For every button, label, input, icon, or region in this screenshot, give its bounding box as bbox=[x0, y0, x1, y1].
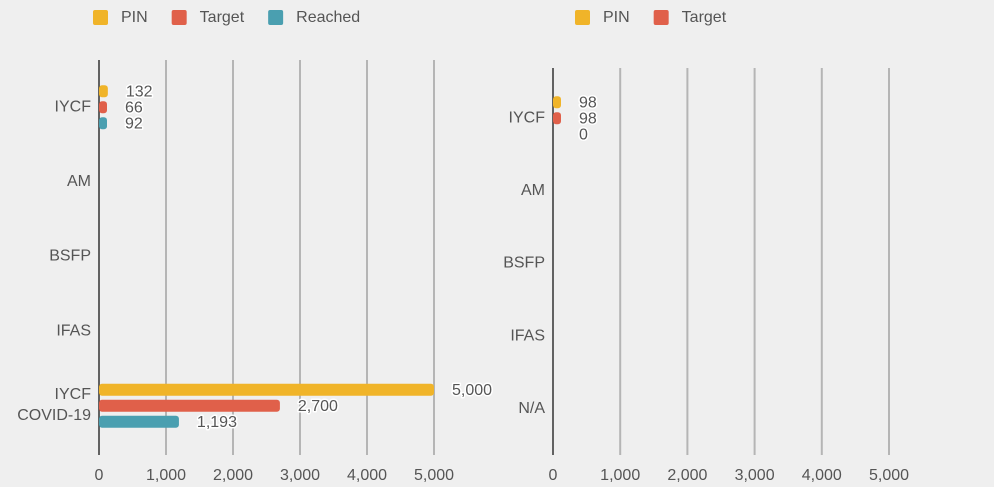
legend-swatch bbox=[93, 10, 108, 25]
legend-swatch bbox=[653, 10, 669, 25]
x-tick-label: 0 bbox=[549, 467, 558, 484]
y-tick-label: AM bbox=[521, 182, 545, 199]
y-tick-label: AM bbox=[67, 173, 91, 190]
x-tick-label: 4,000 bbox=[347, 467, 387, 484]
legend-label: PIN bbox=[603, 9, 630, 26]
bar bbox=[99, 383, 434, 396]
y-tick-label: IYCF bbox=[509, 110, 546, 127]
value-label: 92 bbox=[125, 116, 143, 133]
bar bbox=[99, 85, 108, 98]
y-tick-label: IFAS bbox=[510, 327, 545, 344]
value-label: 2,700 bbox=[298, 398, 338, 415]
bar bbox=[99, 415, 179, 428]
value-label: 1,193 bbox=[197, 414, 237, 431]
x-tick-label: 4,000 bbox=[802, 467, 842, 484]
legend-label: Target bbox=[200, 9, 245, 26]
y-tick-label: BSFP bbox=[49, 248, 91, 265]
bar bbox=[99, 399, 280, 412]
legend-swatch bbox=[171, 10, 187, 25]
value-label: 98 bbox=[579, 95, 597, 112]
value-label: 5,000 bbox=[452, 382, 492, 399]
legend-swatch bbox=[268, 10, 284, 25]
bar bbox=[99, 101, 107, 114]
bar bbox=[553, 96, 561, 109]
x-tick-label: 5,000 bbox=[869, 467, 909, 484]
value-label: 0 bbox=[579, 127, 588, 144]
x-tick-label: 3,000 bbox=[280, 467, 320, 484]
bar bbox=[99, 117, 107, 130]
y-tick-label: IYCF bbox=[55, 99, 92, 116]
x-tick-label: 2,000 bbox=[213, 467, 253, 484]
y-tick-label: IYCF COVID-19 bbox=[17, 386, 91, 424]
y-tick-label: BSFP bbox=[503, 255, 545, 272]
value-label: 132 bbox=[126, 84, 153, 101]
x-tick-label: 1,000 bbox=[600, 467, 640, 484]
x-tick-label: 3,000 bbox=[735, 467, 775, 484]
legend-label: PIN bbox=[121, 9, 148, 26]
legend-label: Reached bbox=[296, 9, 360, 26]
legend-swatch bbox=[575, 10, 590, 25]
x-tick-label: 0 bbox=[95, 467, 104, 484]
legend-label: Target bbox=[682, 9, 727, 26]
value-label: 98 bbox=[579, 111, 597, 128]
x-tick-label: 5,000 bbox=[414, 467, 454, 484]
value-label: 66 bbox=[125, 100, 143, 117]
x-tick-label: 2,000 bbox=[667, 467, 707, 484]
x-tick-label: 1,000 bbox=[146, 467, 186, 484]
bar bbox=[553, 112, 561, 125]
y-tick-label: IFAS bbox=[56, 322, 91, 339]
y-tick-label: N/A bbox=[518, 400, 545, 417]
